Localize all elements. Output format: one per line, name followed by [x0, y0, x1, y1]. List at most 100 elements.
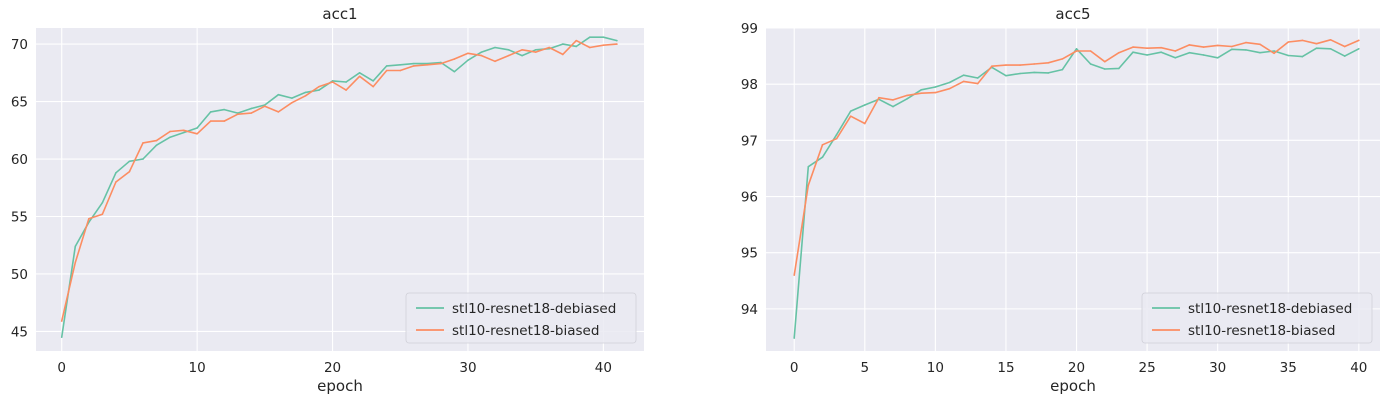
x-axis-label: epoch: [317, 377, 363, 395]
data-point: [1089, 63, 1092, 65]
data-point: [1188, 44, 1191, 46]
data-point: [1033, 71, 1035, 74]
data-point: [115, 172, 117, 174]
data-point: [534, 49, 537, 51]
legend-label: stl10-resnet18-debiased: [452, 301, 616, 317]
data-point: [962, 74, 965, 76]
y-tick-label: 96: [741, 190, 758, 206]
data-point: [821, 144, 824, 146]
data-point: [920, 88, 923, 91]
data-point: [1301, 55, 1304, 58]
y-tick-label: 45: [11, 324, 28, 340]
x-tick-label: 15: [997, 360, 1014, 376]
data-point: [991, 65, 993, 67]
data-point: [534, 51, 537, 53]
data-point: [1019, 64, 1021, 66]
data-point: [480, 54, 483, 57]
data-point: [182, 129, 185, 132]
data-point: [507, 54, 510, 57]
data-point: [372, 80, 374, 82]
data-point: [1245, 41, 1247, 44]
data-point: [948, 81, 951, 84]
data-point: [467, 52, 469, 55]
chart-acc5: 0 5 10 15 20 25 30 35 40 94 95 96 97 98 99 acc5 epoch stl…: [741, 5, 1380, 395]
data-point: [277, 93, 280, 96]
data-point: [616, 39, 618, 42]
chart-title: acc1: [322, 5, 357, 23]
x-tick-label: 40: [595, 360, 612, 376]
data-point: [976, 82, 979, 85]
x-axis-label: epoch: [1050, 377, 1096, 395]
x-tick-label: 25: [1139, 360, 1156, 376]
data-point: [101, 213, 104, 216]
data-point: [236, 113, 239, 116]
data-point: [372, 85, 374, 88]
y-tick-label: 97: [741, 133, 758, 149]
data-point: [507, 49, 510, 51]
data-point: [494, 46, 496, 49]
x-tick-label: 0: [790, 360, 799, 376]
chart-title: acc5: [1055, 5, 1090, 23]
data-point: [209, 111, 212, 113]
y-tick-label: 60: [11, 152, 28, 168]
data-point: [1230, 45, 1233, 48]
data-point: [1033, 63, 1035, 65]
data-point: [128, 160, 131, 163]
data-point: [1216, 56, 1219, 59]
data-point: [1118, 67, 1120, 70]
data-point: [1202, 46, 1205, 48]
data-point: [807, 184, 810, 187]
data-point: [358, 75, 361, 78]
data-point: [60, 336, 63, 339]
data-point: [1103, 68, 1106, 70]
data-point: [948, 87, 951, 90]
data-point: [1061, 68, 1064, 71]
legend-label: stl10-resnet18-debiased: [1188, 301, 1352, 317]
data-point: [142, 142, 144, 144]
data-point: [345, 89, 347, 91]
data-point: [440, 62, 442, 65]
data-point: [892, 99, 894, 101]
data-point: [849, 115, 852, 117]
data-point: [849, 110, 852, 112]
data-point: [1132, 51, 1134, 53]
data-point: [1329, 38, 1332, 41]
data-point: [60, 320, 63, 322]
data-point: [878, 96, 880, 99]
data-point: [1343, 45, 1346, 48]
data-point: [169, 136, 171, 138]
data-point: [1174, 50, 1177, 52]
data-point: [169, 130, 171, 133]
data-point: [1146, 54, 1148, 56]
data-point: [291, 97, 293, 99]
data-point: [864, 104, 866, 106]
data-point: [318, 85, 320, 88]
data-point: [906, 97, 908, 100]
data-point: [1132, 46, 1134, 48]
data-point: [223, 120, 226, 122]
data-point: [277, 111, 280, 113]
data-point: [1061, 58, 1064, 60]
data-point: [1174, 56, 1177, 59]
legend-box: [405, 292, 637, 344]
data-point: [1160, 46, 1163, 49]
series-line-stl10-resnet18-debiased: [60, 36, 618, 338]
data-point: [920, 92, 923, 94]
data-point: [1160, 51, 1163, 53]
data-point: [589, 46, 591, 49]
data-point: [196, 127, 198, 129]
data-point: [1118, 51, 1120, 54]
data-point: [548, 46, 551, 49]
data-point: [453, 70, 456, 73]
data-point: [1103, 60, 1106, 63]
data-point: [385, 65, 388, 67]
data-point: [74, 245, 77, 248]
data-point: [453, 58, 456, 60]
data-point: [602, 44, 605, 47]
data-point: [575, 45, 578, 48]
data-point: [128, 170, 131, 173]
data-point: [480, 51, 483, 53]
data-point: [521, 49, 523, 51]
chart-acc1: 0 10 20 30 40 45 50 55 60 65 70 acc1 epoch stl10-resn…: [11, 5, 644, 395]
data-point: [1259, 51, 1261, 54]
